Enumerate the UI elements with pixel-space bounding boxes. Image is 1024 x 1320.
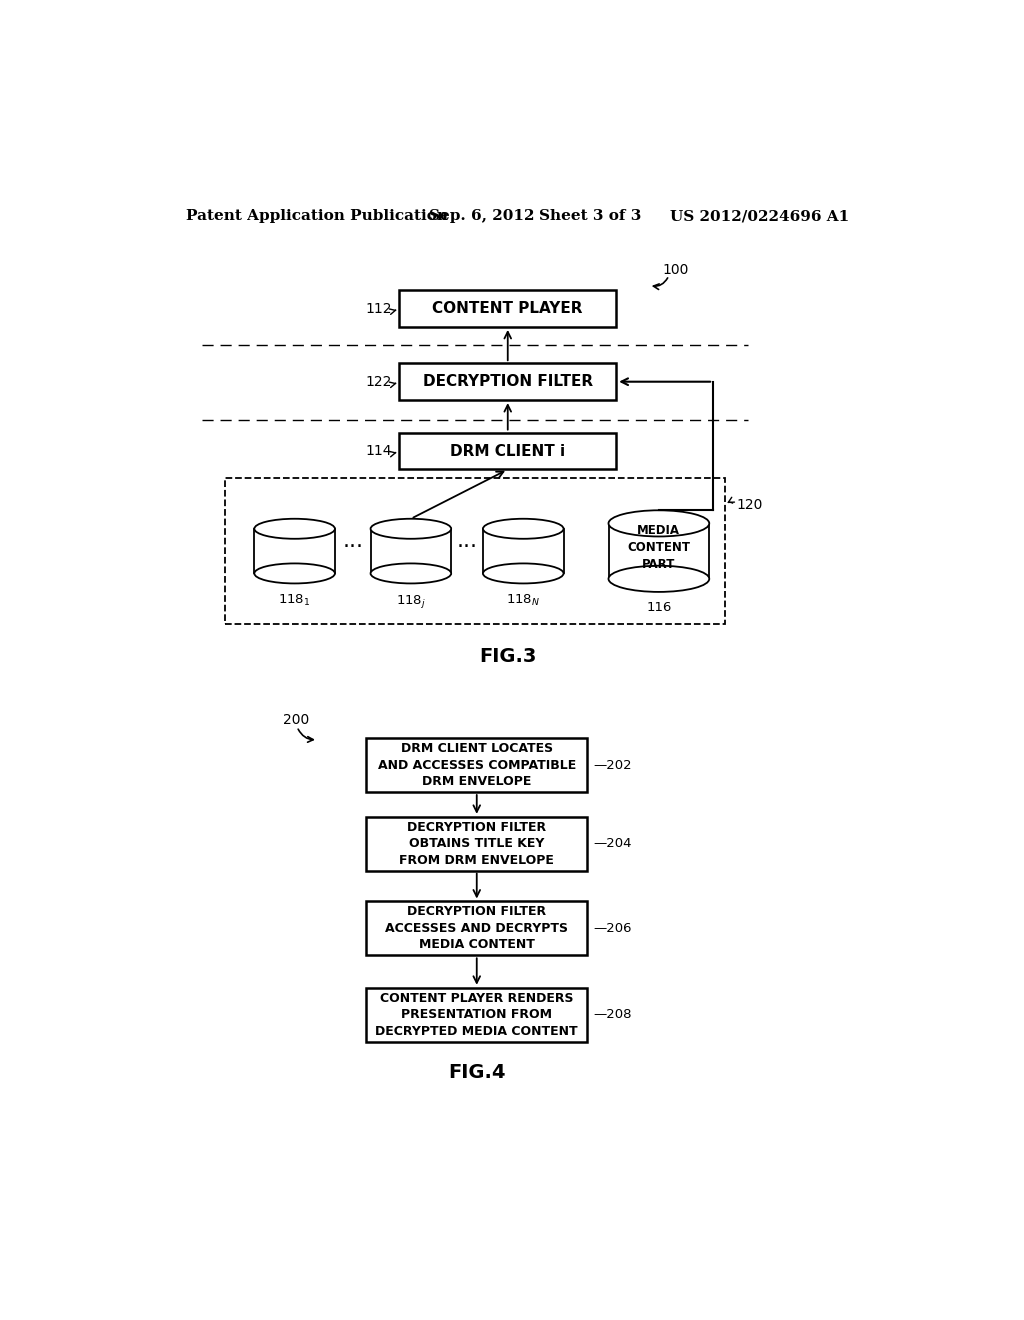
Text: FIG.3: FIG.3 <box>479 647 537 667</box>
Text: —208: —208 <box>593 1008 632 1022</box>
Bar <box>367 987 587 1041</box>
Text: 118$_1$: 118$_1$ <box>279 593 311 607</box>
Bar <box>608 524 710 579</box>
Text: Sheet 3 of 3: Sheet 3 of 3 <box>539 209 641 223</box>
Text: Patent Application Publication: Patent Application Publication <box>186 209 449 223</box>
Bar <box>254 529 335 573</box>
Text: US 2012/0224696 A1: US 2012/0224696 A1 <box>671 209 850 223</box>
Text: 100: 100 <box>663 263 689 277</box>
Text: ···: ··· <box>457 537 477 557</box>
Ellipse shape <box>483 564 563 583</box>
Text: 116: 116 <box>646 601 672 614</box>
Text: 112: 112 <box>365 301 391 315</box>
Text: CONTENT PLAYER RENDERS
PRESENTATION FROM
DECRYPTED MEDIA CONTENT: CONTENT PLAYER RENDERS PRESENTATION FROM… <box>376 991 579 1038</box>
Text: DRM CLIENT i: DRM CLIENT i <box>451 444 565 458</box>
Bar <box>367 817 587 871</box>
Ellipse shape <box>371 519 452 539</box>
Bar <box>399 363 616 400</box>
Ellipse shape <box>608 511 710 536</box>
Text: DECRYPTION FILTER
ACCESSES AND DECRYPTS
MEDIA CONTENT: DECRYPTION FILTER ACCESSES AND DECRYPTS … <box>385 906 568 952</box>
Text: ···: ··· <box>342 537 364 557</box>
Text: 200: 200 <box>283 714 309 727</box>
Text: DRM CLIENT LOCATES
AND ACCESSES COMPATIBLE
DRM ENVELOPE: DRM CLIENT LOCATES AND ACCESSES COMPATIB… <box>378 742 575 788</box>
Text: —204: —204 <box>593 837 632 850</box>
Bar <box>399 290 616 327</box>
Text: DECRYPTION FILTER
OBTAINS TITLE KEY
FROM DRM ENVELOPE: DECRYPTION FILTER OBTAINS TITLE KEY FROM… <box>399 821 554 867</box>
Text: 118$_N$: 118$_N$ <box>506 593 541 607</box>
Bar <box>367 738 587 792</box>
Bar <box>483 529 563 573</box>
Text: 122: 122 <box>366 375 391 388</box>
Text: —202: —202 <box>593 759 632 772</box>
Ellipse shape <box>254 564 335 583</box>
Ellipse shape <box>371 564 452 583</box>
Ellipse shape <box>483 519 563 539</box>
Ellipse shape <box>254 519 335 539</box>
Text: —206: —206 <box>593 921 632 935</box>
Bar <box>371 529 452 573</box>
Text: DECRYPTION FILTER: DECRYPTION FILTER <box>423 374 593 389</box>
Text: 118$_j$: 118$_j$ <box>396 593 426 610</box>
Text: Sep. 6, 2012: Sep. 6, 2012 <box>429 209 535 223</box>
Bar <box>399 433 616 470</box>
Bar <box>225 478 725 624</box>
Text: FIG.4: FIG.4 <box>449 1063 506 1082</box>
Text: 114: 114 <box>365 444 391 458</box>
Text: 120: 120 <box>736 498 763 512</box>
Text: MEDIA
CONTENT
PART: MEDIA CONTENT PART <box>628 524 690 570</box>
Ellipse shape <box>608 566 710 591</box>
Text: CONTENT PLAYER: CONTENT PLAYER <box>432 301 583 315</box>
Bar <box>367 902 587 956</box>
